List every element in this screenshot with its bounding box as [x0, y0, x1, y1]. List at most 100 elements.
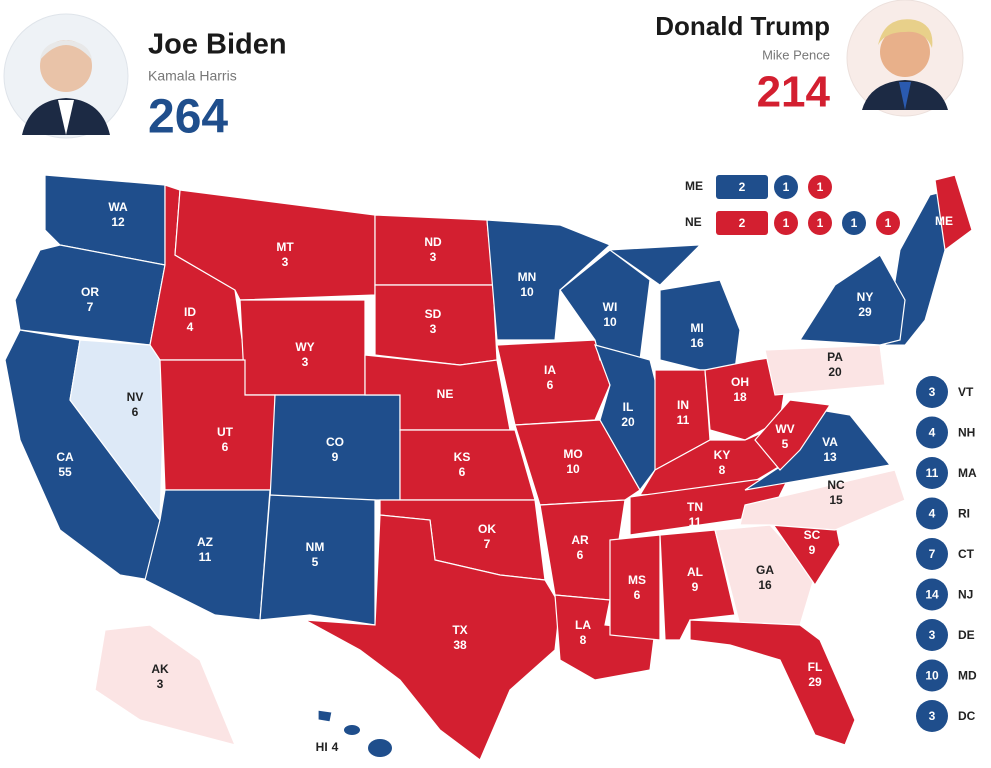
state-votes: 9 — [809, 543, 816, 557]
state-abbr: TX — [452, 623, 467, 637]
state-votes: 20 — [621, 415, 635, 429]
vote-count: 4 — [929, 507, 936, 521]
state-abbr: MT — [276, 240, 294, 254]
running-mate: Mike Pence — [762, 47, 830, 62]
state-abbr: NE — [685, 215, 702, 229]
vote-count: 7 — [929, 547, 936, 561]
vote-circle — [774, 211, 798, 235]
state-votes: 10 — [566, 462, 580, 476]
vote-circle — [916, 619, 948, 651]
state-abbr: CT — [958, 547, 975, 561]
state — [69, 339, 166, 522]
state-abbr: AZ — [197, 535, 213, 549]
vote-count: 1 — [885, 216, 892, 230]
vote-count: 1 — [817, 216, 824, 230]
state-votes: 38 — [453, 638, 467, 652]
running-mate: Kamala Harris — [148, 68, 237, 84]
electoral-votes: 214 — [757, 68, 831, 117]
state-votes: 5 — [782, 437, 789, 451]
island — [344, 725, 360, 735]
vote-circle — [808, 175, 832, 199]
state-abbr: NH — [958, 426, 975, 440]
state — [94, 624, 237, 746]
state-abbr: OR — [81, 285, 99, 299]
state — [714, 524, 816, 626]
state-votes: 4 — [332, 740, 339, 754]
vote-circle — [916, 497, 948, 530]
state-abbr: MA — [958, 466, 977, 480]
state-label: HI 4 — [316, 740, 339, 754]
state-votes: 8 — [719, 463, 726, 477]
state-votes: 5 — [312, 555, 319, 569]
state-abbr: OH — [731, 375, 749, 389]
state-votes: 11 — [689, 515, 702, 529]
island — [368, 739, 392, 757]
state-abbr: KY — [714, 448, 731, 462]
state-votes: 20 — [828, 365, 842, 379]
small-states: 3 VT 4 NH 11 MA 4 RI 7 CT 14 NJ 3 DE 10 MD 3 DC — [916, 376, 977, 732]
state-abbr: AK — [151, 662, 169, 676]
state-votes: 6 — [577, 548, 584, 562]
state-abbr: SD — [425, 307, 442, 321]
vote-count: 1 — [783, 180, 790, 194]
vote-count: 11 — [926, 466, 939, 480]
state-abbr: FL — [808, 660, 823, 674]
vote-circle — [916, 538, 948, 570]
state-votes: 6 — [547, 378, 554, 392]
state-votes: 55 — [58, 465, 72, 479]
state — [317, 709, 333, 723]
state — [764, 344, 886, 396]
state-votes: 13 — [823, 450, 837, 464]
state-abbr: NE — [437, 387, 454, 401]
state — [399, 429, 536, 501]
state — [304, 514, 561, 761]
split-districts: ME 2 1 1 NE 2 1 1 1 1 — [685, 175, 900, 235]
state — [259, 494, 376, 626]
vote-count: 14 — [925, 588, 939, 602]
state-abbr: VT — [958, 385, 974, 399]
state-abbr: TN — [687, 500, 703, 514]
state-abbr: WA — [108, 200, 128, 214]
vote-circle — [916, 457, 948, 489]
state-abbr: WV — [775, 422, 794, 436]
vote-count: 2 — [739, 216, 746, 230]
vote-circle — [916, 700, 948, 732]
state — [594, 344, 661, 492]
vote-circle — [842, 211, 866, 235]
state-abbr: NC — [827, 478, 845, 492]
state-votes: 12 — [111, 215, 125, 229]
state-votes: 3 — [430, 250, 437, 264]
state — [798, 254, 906, 346]
state-abbr: DC — [958, 709, 976, 723]
state-votes: 29 — [808, 675, 822, 689]
state-abbr: MO — [563, 447, 582, 461]
candidate-name: Joe Biden — [148, 29, 287, 61]
states — [4, 174, 973, 761]
state — [934, 174, 973, 252]
state-votes: 6 — [459, 465, 466, 479]
state-abbr: IN — [677, 398, 689, 412]
state-votes: 6 — [222, 440, 229, 454]
state-votes: 16 — [690, 336, 704, 350]
vote-count: 4 — [929, 426, 936, 440]
vote-count: 1 — [817, 180, 824, 194]
state-abbr: NJ — [958, 588, 973, 602]
state — [514, 419, 641, 506]
state-abbr: MI — [690, 321, 703, 335]
state-abbr: VA — [822, 435, 838, 449]
state — [144, 489, 271, 621]
state-abbr: UT — [217, 425, 234, 439]
state-abbr: NM — [306, 540, 325, 554]
state — [554, 594, 656, 681]
vote-circle — [808, 211, 832, 235]
state-votes: 11 — [677, 413, 690, 427]
state-votes: 3 — [157, 677, 164, 691]
state-votes: 16 — [758, 578, 772, 592]
vote-circle — [916, 578, 948, 611]
state-abbr: WY — [295, 340, 314, 354]
state-abbr: ME — [935, 214, 953, 228]
state-votes: 6 — [634, 588, 641, 602]
state-abbr: HI — [316, 740, 328, 754]
